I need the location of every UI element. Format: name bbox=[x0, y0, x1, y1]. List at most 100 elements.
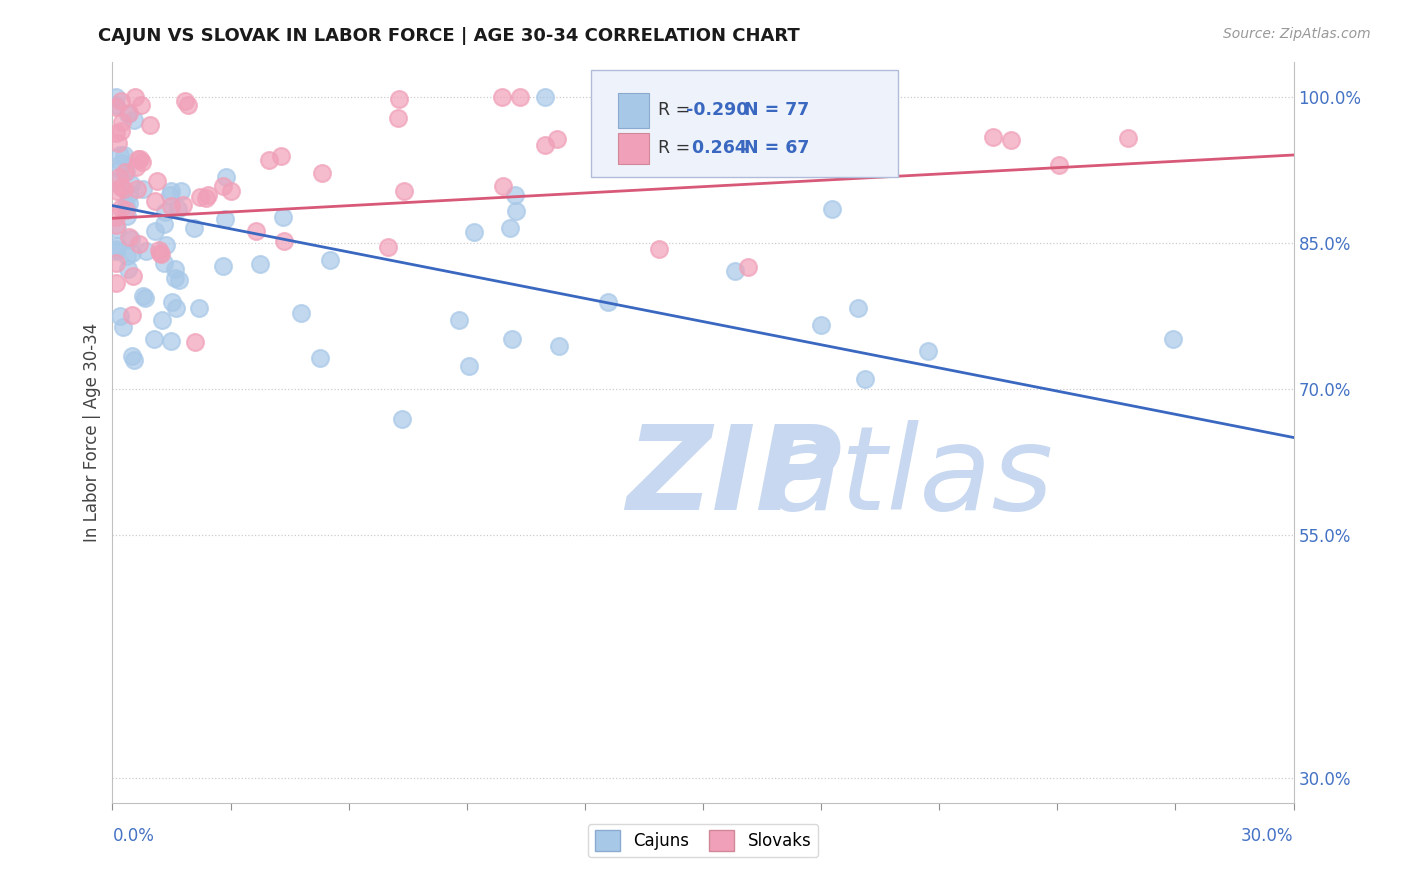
Point bbox=[122, 352, 145, 367]
Point bbox=[170, 185, 193, 199]
Point bbox=[127, 153, 149, 167]
Point bbox=[188, 301, 211, 316]
Point bbox=[387, 92, 409, 106]
Point bbox=[149, 246, 172, 260]
Point bbox=[128, 236, 150, 251]
Point bbox=[215, 170, 238, 185]
Point bbox=[112, 148, 135, 162]
Point bbox=[505, 204, 527, 219]
Point bbox=[121, 349, 143, 363]
Point bbox=[184, 335, 207, 350]
Point bbox=[117, 262, 139, 277]
Point bbox=[449, 313, 471, 327]
Text: N = 77: N = 77 bbox=[744, 101, 810, 119]
Point bbox=[105, 244, 128, 259]
Point bbox=[117, 249, 139, 263]
Point bbox=[120, 232, 142, 246]
Point bbox=[105, 219, 128, 233]
Point bbox=[105, 222, 128, 236]
Point bbox=[159, 187, 181, 202]
Point bbox=[596, 294, 619, 309]
Point bbox=[160, 334, 183, 349]
Text: -0.290: -0.290 bbox=[686, 101, 749, 119]
Point bbox=[120, 178, 142, 192]
Point bbox=[155, 204, 177, 219]
Text: atlas: atlas bbox=[768, 420, 1053, 534]
Point bbox=[548, 339, 571, 353]
Point bbox=[219, 184, 242, 198]
Point bbox=[153, 256, 176, 270]
Point bbox=[172, 198, 194, 212]
Point bbox=[105, 277, 128, 291]
Text: R =: R = bbox=[658, 101, 696, 119]
Point bbox=[118, 229, 141, 244]
Y-axis label: In Labor Force | Age 30-34: In Labor Force | Age 30-34 bbox=[83, 323, 101, 542]
Text: Source: ZipAtlas.com: Source: ZipAtlas.com bbox=[1223, 27, 1371, 41]
Point bbox=[115, 202, 138, 217]
Point bbox=[165, 262, 187, 277]
Point bbox=[377, 240, 399, 254]
Point bbox=[117, 107, 139, 121]
Point bbox=[160, 294, 183, 309]
Point bbox=[110, 309, 132, 323]
Point bbox=[155, 238, 177, 252]
Point bbox=[122, 112, 145, 127]
Point bbox=[211, 259, 233, 273]
Point bbox=[1116, 130, 1139, 145]
FancyBboxPatch shape bbox=[619, 133, 648, 164]
Point bbox=[271, 210, 294, 224]
Point bbox=[533, 89, 555, 103]
Point bbox=[501, 332, 523, 346]
Point bbox=[503, 187, 526, 202]
Point bbox=[197, 188, 219, 202]
Point bbox=[132, 182, 155, 196]
Point bbox=[499, 220, 522, 235]
Point bbox=[1000, 133, 1022, 147]
Point bbox=[177, 98, 200, 112]
Text: N = 67: N = 67 bbox=[744, 138, 810, 157]
Text: 0.0%: 0.0% bbox=[112, 827, 155, 845]
Point bbox=[457, 359, 479, 373]
FancyBboxPatch shape bbox=[619, 93, 648, 128]
Point bbox=[115, 210, 138, 224]
Point bbox=[105, 126, 128, 140]
Point bbox=[112, 181, 135, 195]
Legend: Cajuns, Slovaks: Cajuns, Slovaks bbox=[588, 823, 818, 857]
Point bbox=[121, 308, 143, 322]
Point bbox=[114, 197, 136, 211]
Point bbox=[821, 202, 844, 216]
Point bbox=[853, 371, 876, 385]
Point bbox=[983, 129, 1005, 144]
Point bbox=[509, 89, 531, 103]
Text: 30.0%: 30.0% bbox=[1241, 827, 1294, 845]
Point bbox=[125, 161, 148, 175]
Point bbox=[135, 244, 157, 258]
Point bbox=[105, 184, 128, 198]
Point bbox=[167, 202, 190, 216]
Point bbox=[491, 89, 513, 103]
Point bbox=[105, 242, 128, 256]
Point bbox=[163, 270, 186, 285]
Point bbox=[249, 257, 271, 271]
Point bbox=[105, 176, 128, 190]
Point bbox=[598, 140, 620, 154]
Point bbox=[121, 245, 143, 260]
Point bbox=[150, 313, 173, 327]
Point bbox=[112, 319, 135, 334]
FancyBboxPatch shape bbox=[591, 70, 898, 178]
Point bbox=[143, 224, 166, 238]
Point bbox=[245, 223, 267, 237]
Point bbox=[110, 156, 132, 170]
Point bbox=[290, 306, 312, 320]
Point bbox=[143, 333, 166, 347]
Point bbox=[492, 178, 515, 193]
Point bbox=[146, 174, 169, 188]
Point bbox=[387, 112, 409, 126]
Point bbox=[917, 344, 939, 359]
Point bbox=[724, 264, 747, 278]
Point bbox=[129, 98, 152, 112]
Point bbox=[121, 269, 143, 284]
Point bbox=[159, 184, 181, 198]
Text: 0.264: 0.264 bbox=[686, 138, 748, 157]
Point bbox=[107, 136, 129, 150]
